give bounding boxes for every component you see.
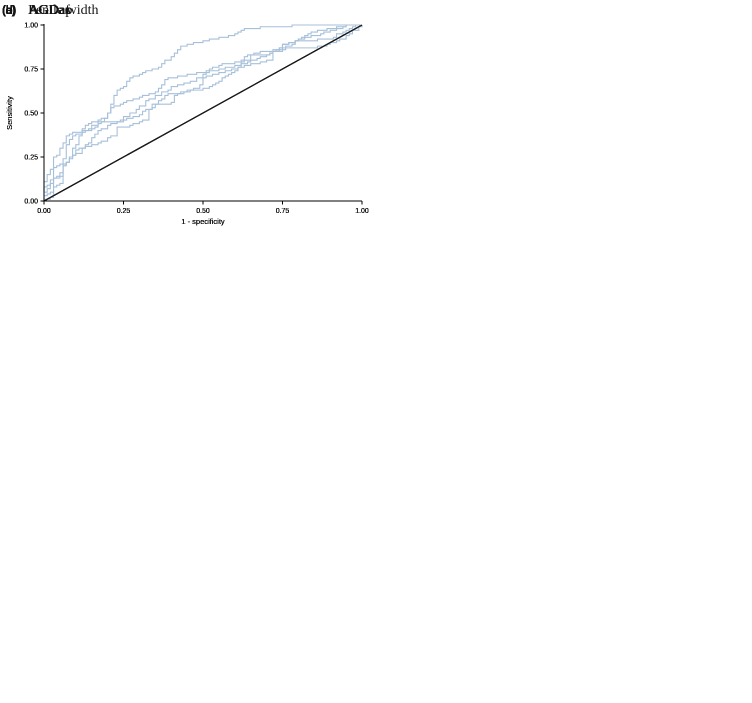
roc-plot-svg: 0.00 0.25 0.50 0.75 1.00 0.00 0.25 0.50 0.75 1.00…	[5, 23, 369, 227]
x-tick-label: 0.50	[196, 208, 210, 215]
y-tick-label: 0.00	[24, 199, 38, 206]
panel-c-header: (c) Penile width	[0, 0, 372, 21]
x-tick-label: 0.25	[117, 208, 131, 215]
y-tick-label: 1.00	[24, 23, 38, 30]
tick-marks: 0.00 0.25 0.50 0.75 1.00 0.00 0.25 0.50 0.75 1.00	[24, 23, 369, 216]
x-axis-title: 1 - specificity	[181, 217, 225, 226]
x-tick-label: 0.00	[37, 208, 51, 215]
panel-b-letter: (b)	[2, 3, 16, 17]
y-tick-label: 0.75	[24, 67, 38, 74]
x-tick-label: 0.00	[37, 208, 51, 215]
x-tick-label: 1.00	[355, 208, 369, 215]
x-tick-label: 1.00	[355, 208, 369, 215]
tick-marks: 0.00 0.25 0.50 0.75 1.00 0.00 0.25 0.50 0.75 1.00	[24, 23, 369, 216]
y-tick-label: 1.00	[24, 23, 38, 30]
panel-c: (c) Penile width 0.00 0.25 0.50 0.75 1.00 0.0…	[0, 0, 372, 232]
y-axis-title: Sensitivity	[5, 96, 14, 130]
roc-curve	[43, 24, 362, 201]
y-tick-label: 0.00	[24, 199, 38, 206]
y-tick-label: 0.00	[24, 199, 38, 206]
x-tick-label: 0.75	[276, 208, 290, 215]
panel-e-header: (e) AGDac	[0, 0, 372, 21]
x-tick-label: 0.00	[37, 208, 51, 215]
x-tick-label: 0.00	[37, 208, 51, 215]
x-tick-label: 0.50	[196, 208, 210, 215]
x-tick-label: 0.25	[117, 208, 131, 215]
y-tick-label: 0.50	[24, 111, 38, 118]
x-tick-label: 0.25	[117, 208, 131, 215]
y-tick-label: 0.25	[24, 155, 38, 162]
y-tick-label: 0.50	[24, 111, 38, 118]
y-tick-label: 1.00	[24, 23, 38, 30]
y-tick-label: 0.25	[24, 155, 38, 162]
panel-a-title: AGDas	[28, 3, 71, 18]
panel-b-title: AGDap	[28, 3, 73, 18]
panel-e-title: AGDac	[28, 3, 71, 18]
x-axis-title: 1 - specificity	[181, 217, 225, 226]
y-tick-label: 0.00	[24, 199, 38, 206]
panel-a-letter: (a)	[2, 3, 16, 17]
y-axis-title: Sensitivity	[5, 96, 14, 130]
panel-e-letter: (e)	[2, 3, 16, 17]
y-tick-label: 0.75	[24, 67, 38, 74]
y-axis-title: Sensitivity	[5, 96, 14, 130]
roc-curve	[43, 25, 363, 201]
reference-line	[43, 24, 363, 202]
panel-b-header: (b) AGDap	[0, 0, 372, 21]
x-tick-label: 0.75	[276, 208, 290, 215]
y-tick-label: 0.25	[24, 155, 38, 162]
y-tick-label: 0.50	[24, 111, 38, 118]
roc-curve	[43, 24, 362, 201]
y-tick-label: 0.50	[24, 111, 38, 118]
y-tick-label: 0.50	[24, 111, 38, 118]
panel-c-title: Penile width	[28, 3, 99, 18]
panel-d-title: AGDaf	[28, 3, 71, 18]
x-tick-label: 0.25	[117, 208, 131, 215]
y-axis-title: Sensitivity	[5, 96, 14, 130]
y-tick-label: 1.00	[24, 23, 38, 30]
x-tick-label: 0.75	[276, 208, 290, 215]
x-tick-label: 1.00	[355, 208, 369, 215]
y-axis-title: Sensitivity	[5, 96, 14, 130]
y-tick-label: 0.00	[24, 199, 38, 206]
x-axis-title: 1 - specificity	[181, 217, 225, 226]
x-tick-label: 0.75	[276, 208, 290, 215]
x-tick-label: 0.50	[196, 208, 210, 215]
panel-c-letter: (c)	[2, 3, 16, 17]
y-tick-label: 0.75	[24, 67, 38, 74]
y-tick-label: 0.75	[24, 67, 38, 74]
roc-chart-penile-width: 0.00 0.25 0.50 0.75 1.00 0.00 0.25 0.50 0.75 1.00…	[0, 21, 372, 231]
panel-d-letter: (d)	[2, 3, 16, 17]
x-tick-label: 0.50	[196, 208, 210, 215]
x-tick-label: 1.00	[355, 208, 369, 215]
x-axis-title: 1 - specificity	[181, 217, 225, 226]
y-tick-label: 0.25	[24, 155, 38, 162]
y-tick-label: 0.75	[24, 67, 38, 74]
x-tick-label: 0.50	[196, 208, 210, 215]
roc-curve	[43, 24, 362, 201]
x-tick-label: 1.00	[355, 208, 369, 215]
panel-d-header: (d) AGDaf	[0, 0, 372, 21]
y-tick-label: 0.25	[24, 155, 38, 162]
x-axis-title: 1 - specificity	[181, 217, 225, 226]
x-tick-label: 0.25	[117, 208, 131, 215]
x-tick-label: 0.75	[276, 208, 290, 215]
x-tick-label: 0.00	[37, 208, 51, 215]
panel-a-header: (a) AGDas	[0, 0, 372, 21]
y-tick-label: 1.00	[24, 23, 38, 30]
